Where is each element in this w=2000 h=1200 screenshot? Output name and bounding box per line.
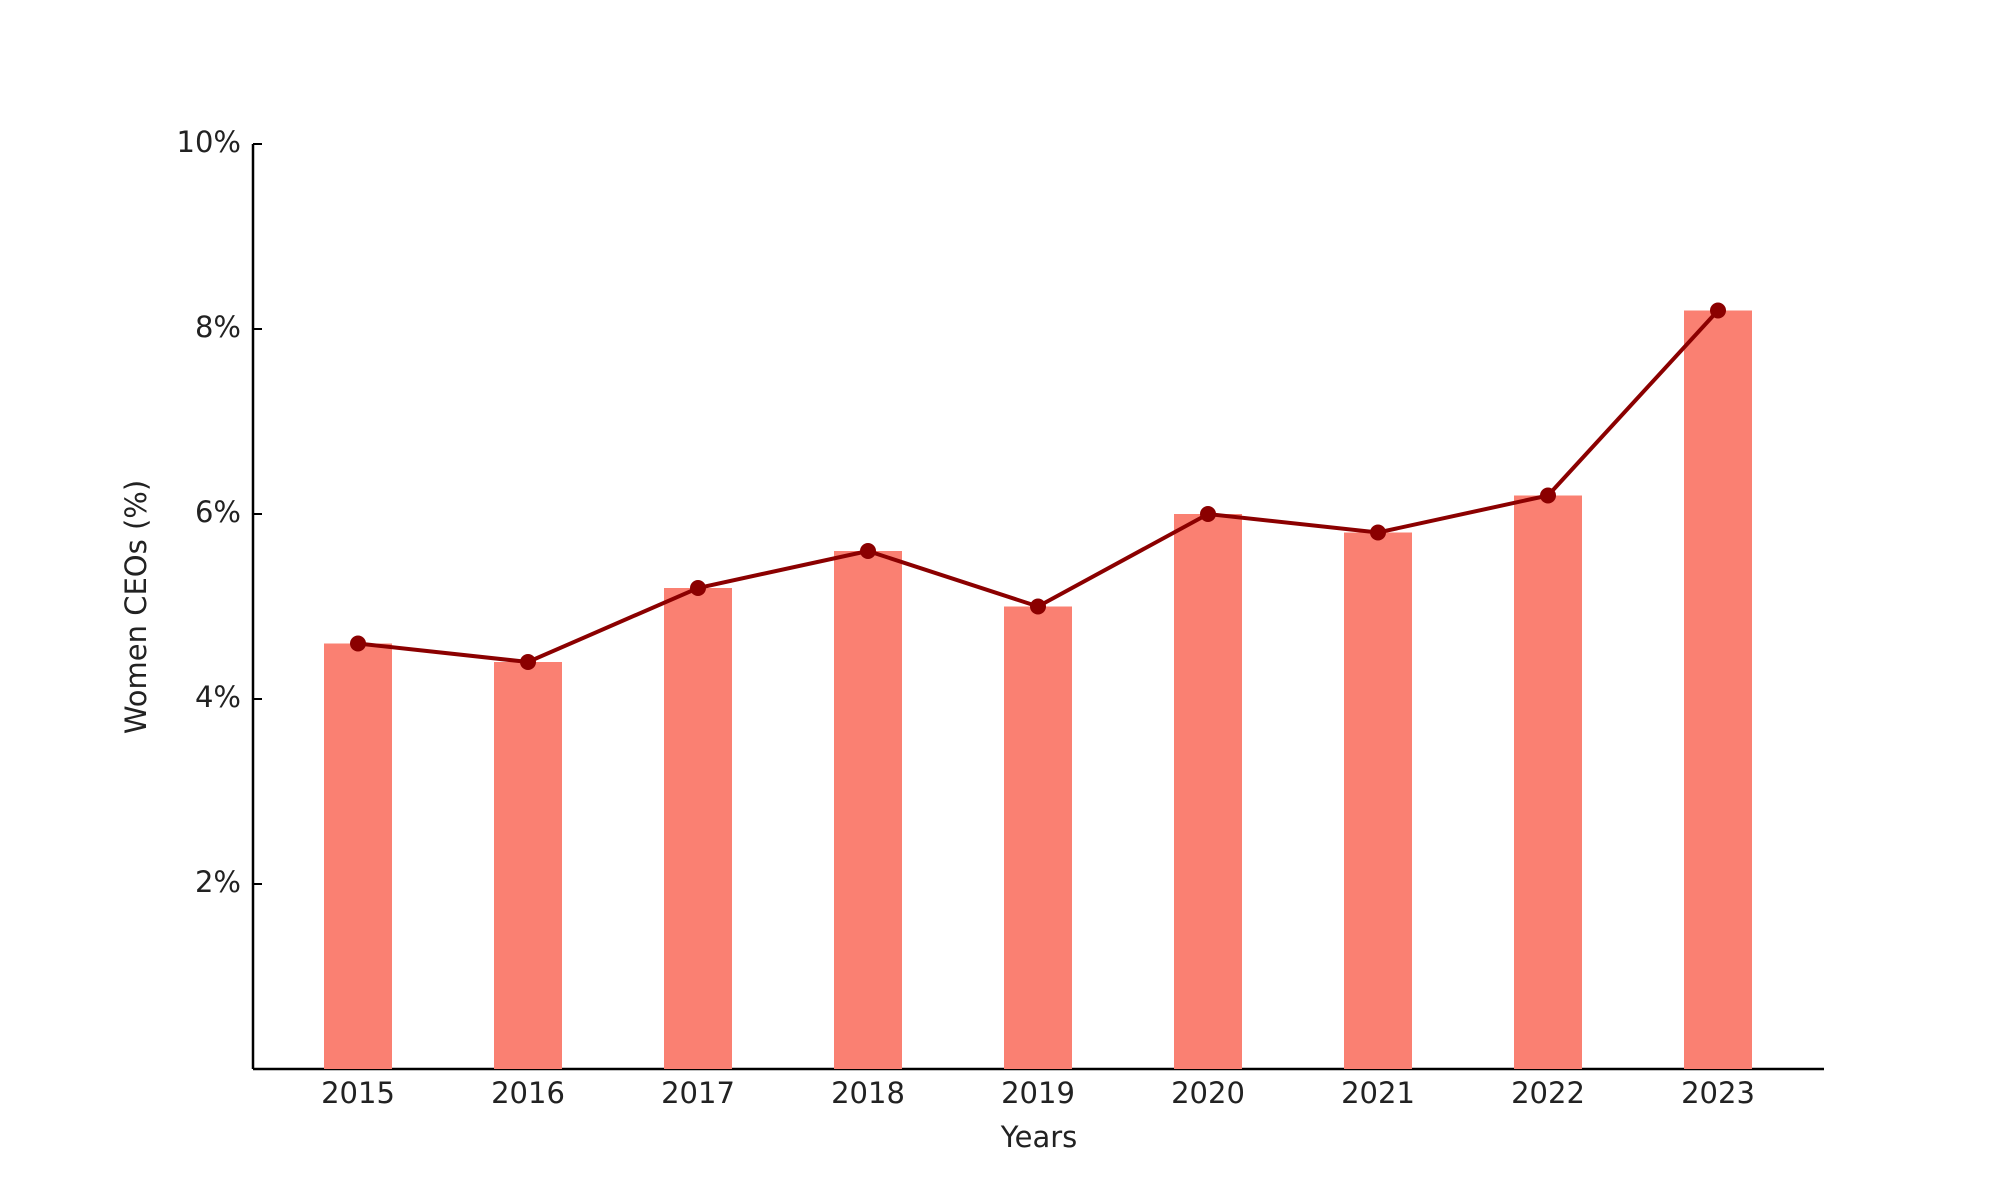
bar: [664, 588, 732, 1069]
x-tick-label: 2021: [1341, 1076, 1415, 1110]
line-marker: [1370, 524, 1386, 541]
line-marker: [520, 654, 536, 670]
bar: [324, 643, 392, 1069]
line-marker: [1030, 598, 1046, 615]
bar: [494, 662, 562, 1069]
line-marker: [690, 580, 706, 596]
line-marker: [350, 635, 366, 652]
x-tick-label: 2020: [1171, 1076, 1245, 1110]
y-tick-label: 2%: [195, 865, 241, 899]
bar: [1004, 606, 1072, 1069]
bar: [1174, 514, 1242, 1069]
y-axis-label: Women CEOs (%): [119, 480, 153, 734]
x-tick-label: 2018: [831, 1076, 905, 1110]
x-tick-label: 2015: [321, 1076, 395, 1110]
y-tick-label: 8%: [195, 310, 241, 344]
line-marker: [1710, 302, 1726, 319]
line-marker: [860, 543, 876, 559]
line-marker: [1540, 487, 1556, 504]
x-tick-label: 2022: [1511, 1076, 1585, 1110]
y-tick-label: 10%: [177, 125, 241, 159]
bar: [1344, 532, 1412, 1069]
y-tick-label: 4%: [195, 680, 241, 714]
line-marker: [1200, 506, 1216, 522]
x-tick-label: 2019: [1001, 1076, 1075, 1110]
x-tick-label: 2017: [661, 1076, 735, 1110]
x-axis-label: Years: [1000, 1120, 1078, 1154]
bar: [1514, 495, 1582, 1069]
x-tick-label: 2016: [491, 1076, 565, 1110]
bar: [834, 551, 902, 1069]
bar: [1684, 310, 1752, 1069]
y-tick-label: 6%: [195, 495, 241, 529]
x-tick-label: 2023: [1681, 1076, 1755, 1110]
